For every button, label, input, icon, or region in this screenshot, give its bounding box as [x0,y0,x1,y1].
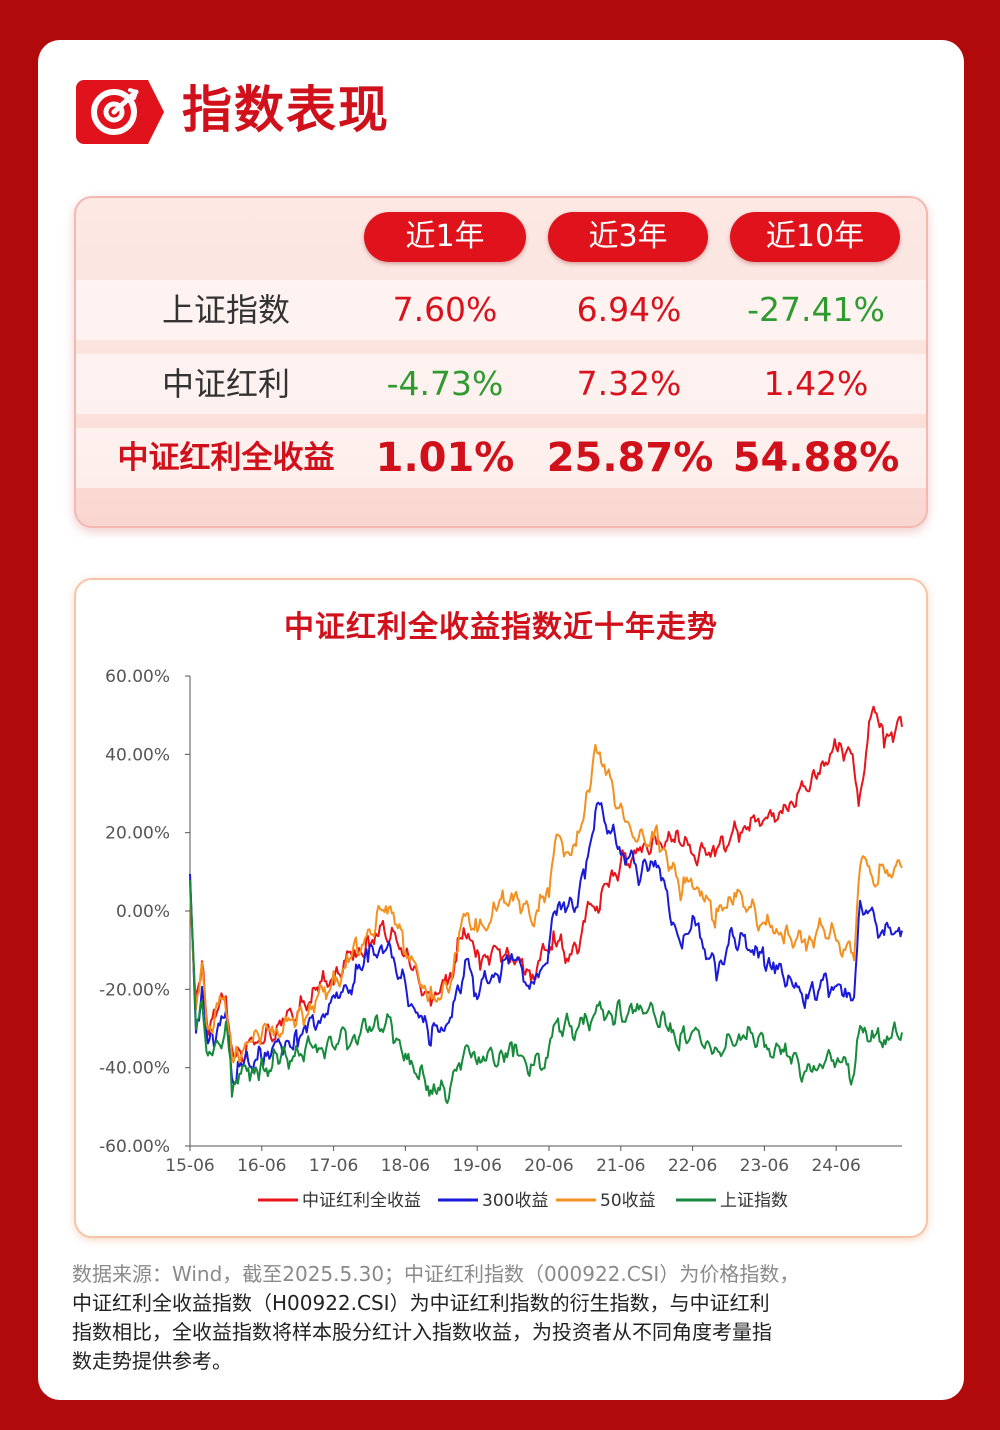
legend-label: 中证红利全收益 [302,1191,421,1211]
x-tick-label: 23-06 [740,1156,789,1176]
series-line [189,879,903,1105]
x-tick-label: 18-06 [381,1156,430,1176]
table-row: 中证红利 -4.73% 7.32% 1.42% [76,354,926,414]
table-row: 上证指数 7.60% 6.94% -27.41% [76,280,926,340]
target-icon [76,80,164,144]
legend-label: 上证指数 [720,1191,788,1211]
chart-panel: 中证红利全收益指数近十年走势 60.00% 40.00% 20.00% 0.00% -2… [74,578,928,1238]
x-tick-label: 16-06 [237,1156,286,1176]
x-tick-label: 24-06 [811,1156,860,1176]
x-tick-label: 22-06 [668,1156,717,1176]
x-tick-label: 20-06 [524,1156,573,1176]
content-card: 指数表现 近1年 近3年 近10年 上证指数 7.60% 6.94% -27.4… [38,40,964,1400]
table-cell: -4.73% [386,364,504,403]
series-line [189,801,903,1085]
y-tick-label: 0.00% [116,902,170,922]
y-tick-label: -20.00% [99,980,170,1000]
chart-title: 中证红利全收益指数近十年走势 [284,610,718,645]
column-header-1y: 近1年 [364,212,526,262]
table-cell: -27.41% [747,290,885,329]
table-cell: 7.32% [576,364,682,403]
table-cell: 6.94% [576,290,682,329]
table-cell: 7.60% [392,290,498,329]
performance-table: 近1年 近3年 近10年 上证指数 7.60% 6.94% -27.41% 中证… [74,196,928,528]
source-line: 指数相比，全收益指数将样本股分红计入指数收益，为投资者从不同角度考量指 [72,1320,772,1344]
series-line [189,705,903,1063]
source-line: 中证红利全收益指数（H00922.CSI）为中证红利指数的衍生指数，与中证红利 [72,1291,770,1315]
column-header-10y: 近10年 [730,212,900,262]
y-tick-label: 20.00% [105,824,170,844]
x-tick-label: 19-06 [452,1156,501,1176]
row-label: 中证红利全收益 [117,440,335,476]
source-line: 数走势提供参考。 [72,1349,232,1373]
table-cell: 1.01% [375,435,515,481]
table-cell: 1.42% [763,364,869,403]
y-tick-label: 60.00% [105,667,170,687]
y-tick-label: -40.00% [99,1059,170,1079]
table-row-highlight: 中证红利全收益 1.01% 25.87% 54.88% [76,428,926,488]
row-label: 上证指数 [161,291,290,329]
source-note: 数据来源：Wind，截至2025.5.30；中证红利指数（000922.CSI）… [72,1260,932,1376]
table-cell: 54.88% [732,435,900,481]
legend-label: 50收益 [600,1191,656,1211]
legend-label: 300收益 [482,1191,548,1211]
x-tick-label: 15-06 [165,1156,214,1176]
line-chart: 60.00% 40.00% 20.00% 0.00% -20.00% -40.00% -60… [99,667,903,1211]
source-line: 数据来源：Wind，截至2025.5.30；中证红利指数（000922.CSI）… [72,1262,800,1286]
x-tick-label: 17-06 [309,1156,358,1176]
column-header-3y: 近3年 [548,212,708,262]
y-tick-label: -60.00% [99,1137,170,1157]
page-title: 指数表现 [182,81,390,139]
series-line [189,743,903,1064]
table-cell: 25.87% [546,435,714,481]
y-tick-label: 40.00% [105,745,170,765]
x-tick-label: 21-06 [596,1156,645,1176]
row-label: 中证红利 [161,365,290,403]
